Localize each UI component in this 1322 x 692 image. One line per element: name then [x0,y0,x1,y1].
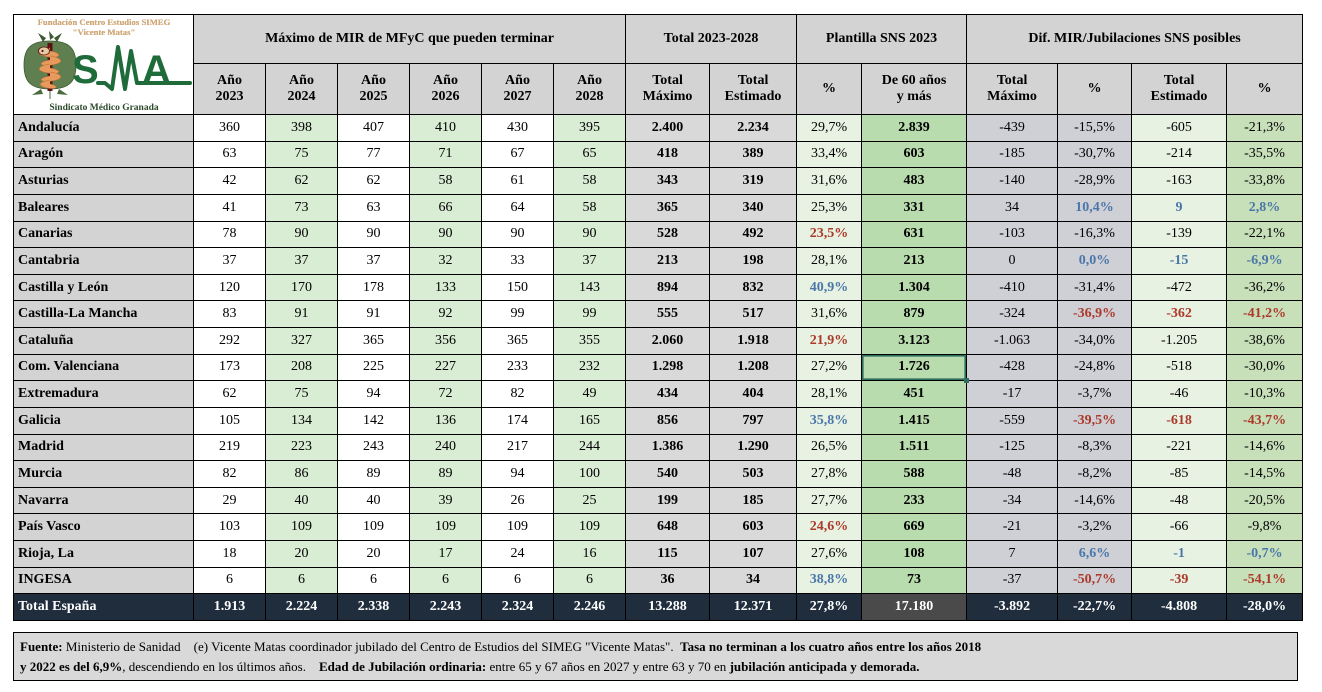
svg-text:A: A [142,48,171,92]
svg-text:S: S [72,48,99,92]
